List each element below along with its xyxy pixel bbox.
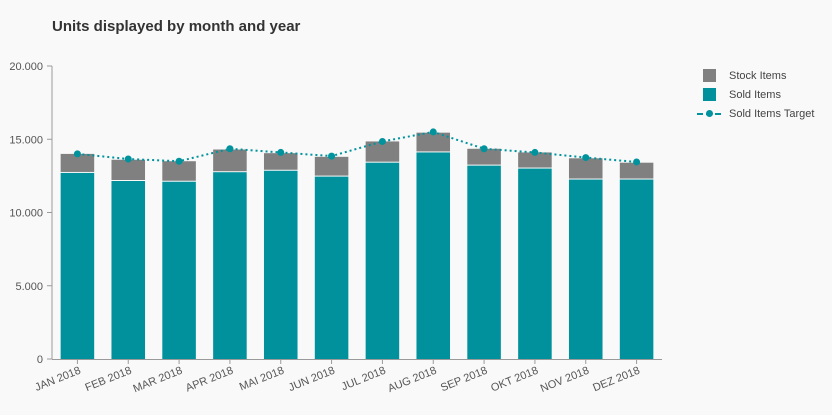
y-tick-label: 0	[37, 354, 43, 366]
x-tick-label: JUL 2018	[340, 365, 388, 394]
bar-sold-sep-2018[interactable]	[467, 165, 501, 359]
x-tick-label: NOV 2018	[539, 365, 591, 395]
target-point-mar-2018[interactable]	[175, 157, 183, 165]
legend-item-sold-items[interactable]: Sold Items	[697, 85, 814, 104]
bar-sold-jun-2018[interactable]	[314, 176, 349, 359]
bar-stock-okt-2018[interactable]	[518, 152, 552, 168]
x-tick-label: MAR 2018	[132, 365, 185, 396]
x-tick-label: FEB 2018	[84, 365, 134, 394]
y-tick-label: 15.000	[9, 134, 43, 146]
target-point-dez-2018[interactable]	[633, 158, 641, 166]
x-tick-label: SEP 2018	[439, 365, 489, 395]
bar-stock-jul-2018[interactable]	[365, 141, 400, 162]
bar-stock-mar-2018[interactable]	[162, 161, 196, 181]
bar-sold-dez-2018[interactable]	[619, 179, 654, 359]
target-point-sep-2018[interactable]	[480, 145, 488, 153]
x-tick-label: JAN 2018	[33, 365, 82, 394]
bar-stock-nov-2018[interactable]	[568, 158, 603, 179]
x-tick-label: APR 2018	[184, 365, 235, 395]
bar-sold-apr-2018[interactable]	[213, 172, 247, 359]
bar-sold-mai-2018[interactable]	[263, 170, 298, 359]
x-tick-label: OKT 2018	[489, 365, 540, 395]
target-line	[77, 130, 637, 163]
legend-item-sold-items-target[interactable]: Sold Items Target	[697, 104, 814, 123]
bar-sold-feb-2018[interactable]	[111, 181, 146, 359]
chart-legend: Stock Items Sold Items Sold Items Target	[697, 66, 814, 123]
legend-label-sold-items-target: Sold Items Target	[729, 107, 815, 120]
legend-swatch-sold-items	[703, 88, 716, 101]
bar-sold-nov-2018[interactable]	[568, 179, 603, 359]
x-tick-label: MAI 2018	[238, 365, 286, 394]
bar-stock-apr-2018[interactable]	[213, 149, 247, 172]
bar-sold-jul-2018[interactable]	[365, 162, 400, 359]
bar-stock-sep-2018[interactable]	[467, 148, 501, 165]
target-point-jun-2018[interactable]	[328, 152, 336, 160]
target-point-jan-2018[interactable]	[73, 150, 81, 158]
bar-stock-aug-2018[interactable]	[416, 132, 451, 152]
target-point-mai-2018[interactable]	[277, 148, 285, 156]
target-point-apr-2018[interactable]	[226, 145, 234, 153]
target-point-feb-2018[interactable]	[124, 155, 132, 163]
x-tick-label: AUG 2018	[386, 365, 438, 395]
bar-stock-mai-2018[interactable]	[263, 153, 298, 170]
y-tick-label: 10.000	[9, 208, 43, 220]
bar-stock-dez-2018[interactable]	[619, 162, 654, 179]
bar-stock-jun-2018[interactable]	[314, 156, 349, 176]
y-tick-label: 5.000	[15, 281, 43, 293]
bar-stock-jan-2018[interactable]	[60, 153, 95, 172]
chart-title: Units displayed by month and year	[52, 18, 301, 35]
bar-sold-okt-2018[interactable]	[518, 168, 552, 359]
bar-sold-aug-2018[interactable]	[416, 152, 451, 359]
target-point-jul-2018[interactable]	[378, 137, 386, 145]
bar-sold-jan-2018[interactable]	[60, 172, 95, 359]
legend-label-sold-items: Sold Items	[729, 88, 781, 101]
bar-sold-mar-2018[interactable]	[162, 181, 196, 359]
legend-item-stock-items[interactable]: Stock Items	[697, 66, 814, 85]
legend-swatch-sold-items-target	[697, 107, 721, 120]
legend-label-stock-items: Stock Items	[729, 69, 787, 82]
x-tick-label: JUN 2018	[287, 365, 337, 394]
target-point-nov-2018[interactable]	[582, 154, 590, 162]
legend-swatch-stock-items	[703, 69, 716, 82]
bar-stock-feb-2018[interactable]	[111, 159, 146, 181]
y-tick-label: 20.000	[9, 61, 43, 73]
x-tick-label: DEZ 2018	[591, 365, 641, 395]
target-point-okt-2018[interactable]	[531, 148, 539, 156]
target-point-aug-2018[interactable]	[429, 128, 437, 136]
